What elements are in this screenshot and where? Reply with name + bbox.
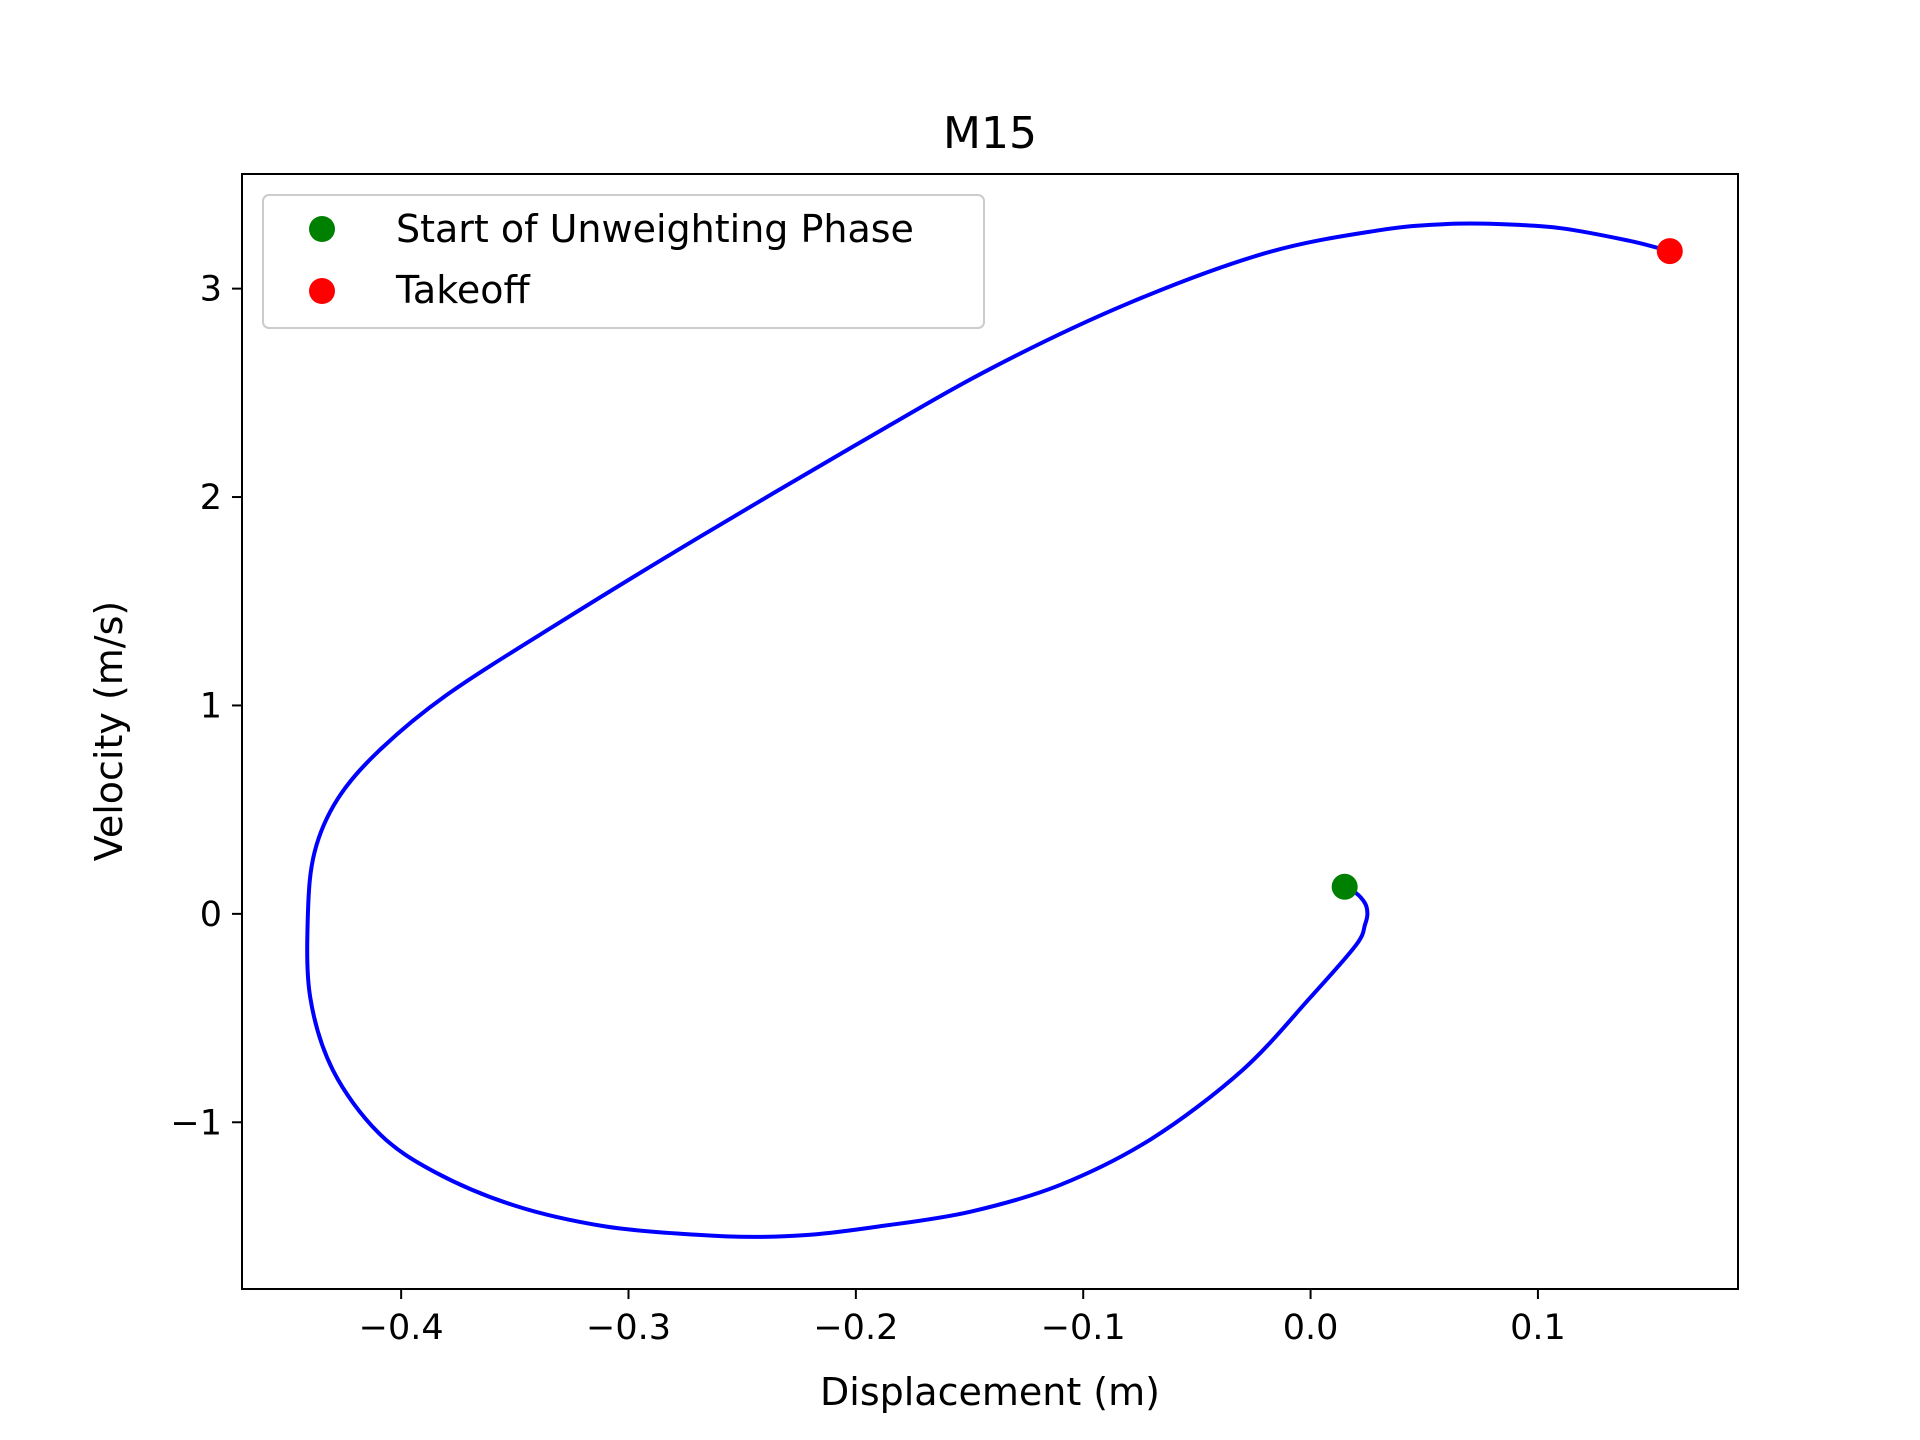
y-axis-label: Velocity (m/s)	[87, 601, 131, 861]
y-tick-label: 1	[200, 686, 222, 726]
x-tick-label: 0.0	[1283, 1308, 1339, 1348]
y-tick-label: 3	[200, 270, 222, 310]
axes-frame	[241, 173, 1739, 1290]
chart-title: M15	[943, 108, 1037, 159]
velocity-displacement-line	[305, 221, 1671, 1239]
marker-layer	[1331, 238, 1683, 900]
y-axis-ticks: −1 0 1 2 3	[170, 270, 242, 1143]
legend: Start of Unweighting Phase Takeoff	[262, 194, 985, 329]
x-tick-label: 0.1	[1510, 1308, 1566, 1348]
plot-area	[241, 173, 1739, 1290]
x-axis-ticks: −0.4 −0.3 −0.2 −0.1 0.0 0.1	[359, 1289, 1566, 1348]
legend-label-takeoff: Takeoff	[395, 268, 530, 312]
legend-box	[262, 194, 985, 329]
y-tick-label: 2	[200, 478, 222, 518]
start-unweighting-point	[1331, 873, 1358, 900]
legend-label-start: Start of Unweighting Phase	[396, 207, 914, 251]
x-tick-label: −0.1	[1041, 1308, 1126, 1348]
curve-layer	[305, 221, 1671, 1239]
legend-marker-start	[309, 216, 335, 242]
x-tick-label: −0.2	[813, 1308, 898, 1348]
takeoff-point	[1656, 238, 1683, 265]
x-tick-label: −0.3	[586, 1308, 671, 1348]
x-axis-label: Displacement (m)	[820, 1370, 1160, 1414]
x-tick-label: −0.4	[359, 1308, 444, 1348]
y-tick-label: 0	[200, 895, 222, 935]
legend-marker-takeoff	[309, 278, 335, 304]
y-tick-label: −1	[170, 1103, 222, 1143]
